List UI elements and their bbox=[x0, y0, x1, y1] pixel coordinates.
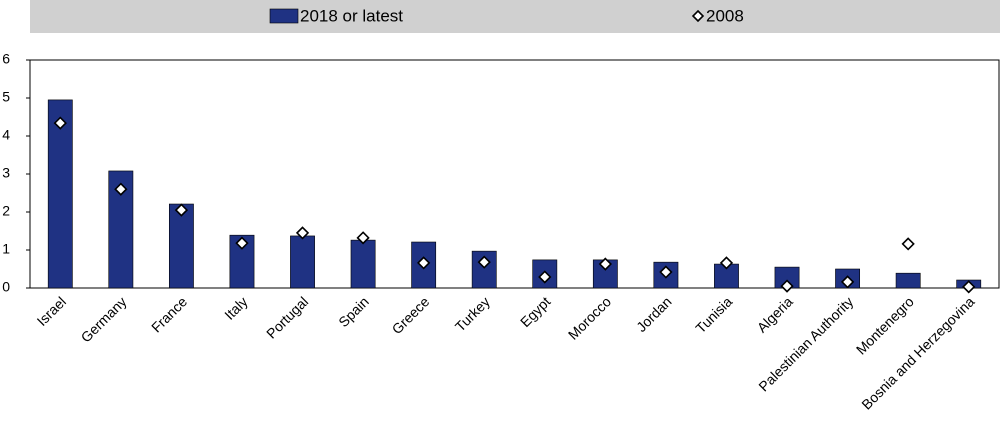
x-tick-label: Turkey bbox=[452, 293, 493, 334]
x-tick-label: Jordan bbox=[633, 293, 675, 335]
marker bbox=[659, 265, 673, 279]
marker bbox=[780, 279, 794, 293]
legend-swatch bbox=[691, 9, 705, 23]
bar bbox=[895, 272, 921, 289]
y-tick-label: 2 bbox=[2, 203, 10, 219]
x-tick-label: France bbox=[148, 293, 190, 335]
x-tick-label: Israel bbox=[34, 293, 70, 329]
bar bbox=[168, 203, 194, 289]
marker bbox=[356, 231, 370, 245]
marker bbox=[477, 255, 491, 269]
legend-swatch bbox=[269, 8, 299, 24]
x-tick-label: Germany bbox=[78, 293, 130, 345]
y-tick-label: 5 bbox=[2, 89, 10, 105]
marker bbox=[174, 203, 189, 217]
x-tick-label: Montenegro bbox=[853, 293, 917, 357]
x-tick-label: Bosnia and Herzegovina bbox=[858, 293, 977, 412]
marker bbox=[962, 280, 976, 294]
x-tick-label: Algeria bbox=[754, 293, 796, 335]
marker bbox=[719, 256, 734, 270]
marker bbox=[235, 236, 249, 250]
x-tick-label: Portugal bbox=[263, 293, 311, 341]
y-tick-label: 3 bbox=[2, 165, 10, 181]
marker bbox=[598, 257, 612, 271]
x-tick-label: Greece bbox=[389, 293, 433, 337]
legend-label: 2008 bbox=[706, 6, 744, 25]
x-tick-label: Morocco bbox=[565, 293, 614, 342]
marker bbox=[840, 275, 855, 289]
y-tick-label: 6 bbox=[2, 51, 10, 67]
legend-label: 2018 or latest bbox=[300, 6, 403, 25]
y-tick-label: 4 bbox=[2, 127, 10, 143]
marker bbox=[114, 182, 128, 196]
marker bbox=[295, 226, 310, 240]
y-tick-label: 0 bbox=[2, 279, 10, 295]
x-tick-label: Spain bbox=[335, 293, 372, 330]
x-tick-label: Egypt bbox=[517, 293, 554, 330]
marker bbox=[53, 116, 67, 130]
legend-box bbox=[30, 0, 1000, 33]
bar bbox=[471, 250, 497, 289]
bar bbox=[350, 239, 376, 289]
marker bbox=[417, 256, 431, 270]
y-tick-label: 1 bbox=[2, 241, 10, 257]
x-tick-label: Tunisia bbox=[692, 293, 735, 336]
bar bbox=[47, 99, 73, 289]
marker bbox=[901, 237, 915, 251]
bar bbox=[290, 235, 315, 289]
marker bbox=[538, 270, 552, 284]
x-tick-label: Italy bbox=[221, 293, 250, 322]
